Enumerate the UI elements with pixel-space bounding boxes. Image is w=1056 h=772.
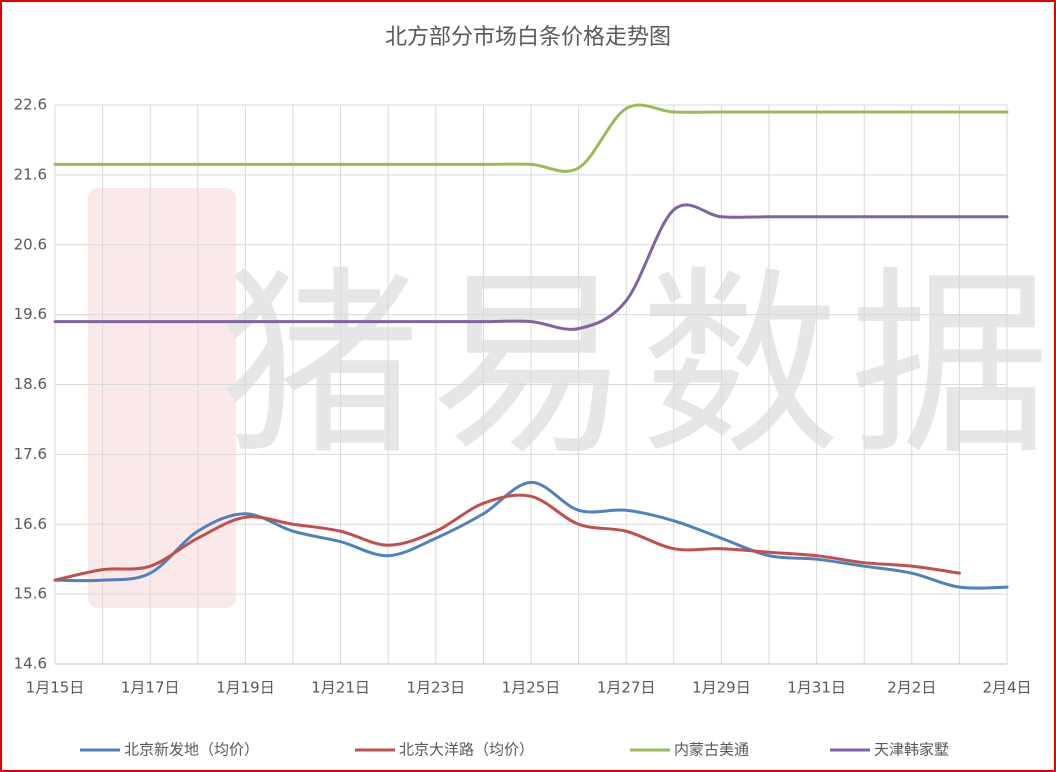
x-tick-label: 1月27日 xyxy=(597,679,656,697)
x-tick-label: 2月2日 xyxy=(887,679,936,697)
watermark: 猪易数据 xyxy=(220,250,1056,483)
y-tick-label: 18.6 xyxy=(14,375,47,393)
x-tick-label: 1月29日 xyxy=(692,679,751,697)
series-line xyxy=(53,493,961,582)
x-tick-label: 1月15日 xyxy=(26,679,85,697)
legend-label: 内蒙古美通 xyxy=(674,741,749,759)
y-tick-label: 16.6 xyxy=(14,515,47,533)
y-tick-label: 14.6 xyxy=(14,655,47,673)
y-tick-label: 22.6 xyxy=(14,96,47,114)
y-tick-label: 20.6 xyxy=(14,235,47,253)
series-line xyxy=(53,103,1009,173)
chart-title: 北方部分市场白条价格走势图 xyxy=(385,25,671,50)
x-tick-label: 1月31日 xyxy=(787,679,846,697)
legend-label: 北京新发地（均价） xyxy=(124,741,259,759)
x-tick-label: 1月21日 xyxy=(311,679,370,697)
x-tick-label: 1月19日 xyxy=(216,679,275,697)
watermark-logo xyxy=(88,188,236,608)
legend-label: 北京大洋路（均价） xyxy=(399,741,534,759)
y-tick-label: 19.6 xyxy=(14,305,47,323)
y-tick-label: 21.6 xyxy=(14,165,47,183)
x-tick-label: 1月17日 xyxy=(121,679,180,697)
series-line xyxy=(53,203,1009,331)
x-tick-label: 1月25日 xyxy=(502,679,561,697)
x-tick-label: 1月23日 xyxy=(406,679,465,697)
x-tick-label: 2月4日 xyxy=(982,679,1031,697)
y-tick-label: 15.6 xyxy=(14,585,47,603)
series-line xyxy=(53,480,1009,590)
legend-label: 天津韩家墅 xyxy=(874,741,949,759)
y-tick-label: 17.6 xyxy=(14,445,47,463)
